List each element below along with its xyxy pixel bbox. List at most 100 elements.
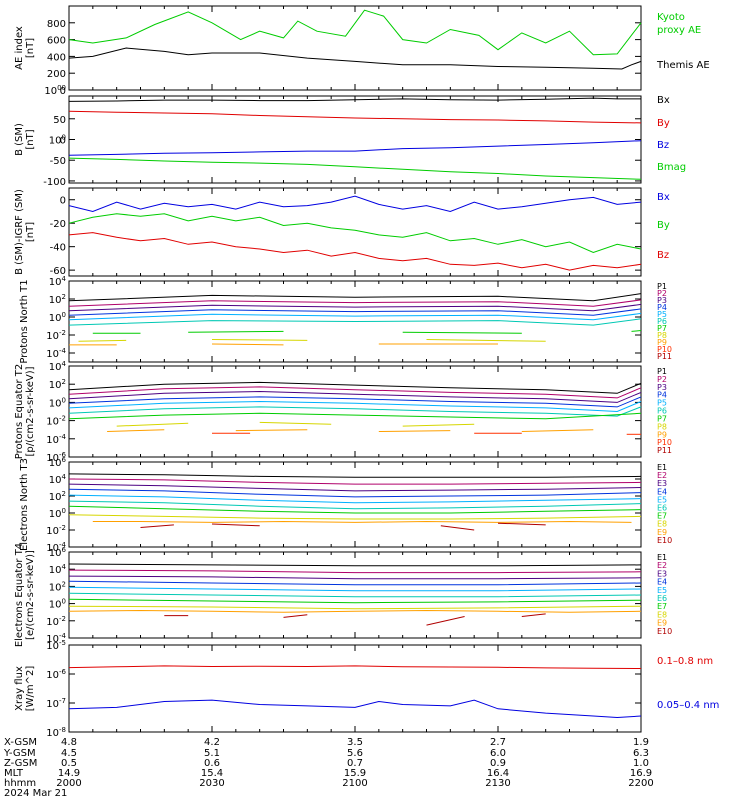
ephem-value: 0.6 (204, 758, 220, 769)
legend-label-P11: P11 (657, 352, 672, 361)
y-tick-label: 10-2 (46, 615, 66, 628)
y-tick-label: 104 (49, 563, 67, 576)
series-line-P1 (68, 293, 642, 302)
y-tick-label: 100 (49, 598, 66, 611)
y-tick-label: 100 (49, 311, 66, 324)
y-axis-unit: [nT] (25, 38, 36, 58)
series-line-P7 (188, 330, 284, 333)
series-line-Themis AE (68, 47, 642, 70)
ephem-value: 16.9 (630, 768, 652, 779)
ephem-value: 0.7 (347, 758, 363, 769)
ephem-value: 2000 (56, 778, 81, 789)
legend-label-E7: E7 (657, 512, 667, 521)
series-line-P7 (68, 412, 642, 420)
legend-label-E2: E2 (657, 471, 667, 480)
y-axis-label: Electrons North T3 (19, 458, 30, 551)
series-line-P4 (68, 396, 642, 408)
y-axis-label: B (SM) (14, 123, 25, 156)
legend-label-P11: P11 (657, 446, 672, 455)
ephem-value: 3.5 (347, 737, 363, 748)
series-line-0.05-0.4 nm (68, 699, 642, 719)
series-line-0.1-0.8 nm (68, 665, 642, 669)
y-axis-label: Electrons Equator T4 (14, 543, 25, 647)
series-line-E10 (521, 613, 546, 617)
legend-label-P1: P1 (657, 282, 667, 291)
panel-frame (68, 365, 642, 458)
ephem-value: 6.3 (633, 748, 649, 759)
y-tick-label: 200 (47, 69, 66, 80)
legend-label-E8: E8 (657, 610, 667, 619)
legend-label-P1: P1 (657, 367, 667, 376)
series-line-P5 (68, 400, 642, 413)
y-tick-label: 102 (49, 293, 66, 306)
series-line-Bx (68, 97, 641, 102)
legend-label-P10: P10 (657, 345, 672, 354)
series-line-E9 (92, 520, 632, 523)
series-line-E10 (426, 616, 465, 626)
y-tick-label: 102 (49, 580, 66, 593)
ephemeris-table: X-GSM 4.8 4.2 3.5 2.7 1.9 Y-GSM 4.5 5.1 5.6 6.0 6.3… (3, 737, 654, 799)
series-line-E2 (68, 569, 642, 574)
legend-label-E3: E3 (657, 479, 667, 488)
ephem-value: 4.5 (61, 748, 77, 759)
legend-label-Kyoto proxy AE: proxy AE (657, 25, 701, 36)
y-axis-label: B (SM)-IGRF (SM) (14, 189, 25, 275)
legend-label-E5: E5 (657, 586, 667, 595)
series-line-Bz (68, 232, 642, 271)
series-line-P2 (68, 386, 642, 399)
series-line-P4 (68, 308, 642, 316)
legend-label-P9: P9 (657, 430, 667, 439)
series-line-P3 (68, 303, 642, 312)
y-tick-label: 800 (47, 19, 66, 30)
series-line-E3 (68, 483, 642, 492)
series-line-E10 (140, 524, 174, 528)
legend-label-E10: E10 (657, 627, 672, 636)
ephem-value: 2200 (628, 778, 653, 789)
legend-label-E6: E6 (657, 594, 667, 603)
legend-label-P6: P6 (657, 407, 667, 416)
y-tick-label: -40 (50, 243, 66, 254)
y-tick-label: 10-4 (46, 433, 66, 446)
legend-label-E9: E9 (657, 619, 667, 628)
series-line-By (68, 213, 642, 254)
y-tick-label: -60 (50, 266, 66, 277)
series-line-By (68, 110, 642, 124)
legend-label-E5: E5 (657, 495, 667, 504)
y-tick-label: 10-7 (46, 697, 66, 710)
legend-label-P7: P7 (657, 414, 667, 423)
panel-frame (68, 5, 642, 91)
series-line-Bmag (68, 157, 642, 180)
y-tick-label: 104 (49, 360, 67, 373)
series-line-E10 (283, 614, 308, 618)
panel-frame (68, 644, 642, 733)
legend-label-E9: E9 (657, 528, 667, 537)
series-line-E9 (68, 609, 642, 613)
series-line-P7 (631, 330, 642, 332)
legend-label-P6: P6 (657, 317, 667, 326)
y-tick-label: 106 (49, 546, 67, 559)
ephem-value: 4.8 (61, 737, 77, 748)
legend-label-P5: P5 (657, 399, 667, 408)
legend-label-P2: P2 (657, 375, 667, 384)
series-line-P8 (402, 423, 475, 427)
legend-label-Bmag: Bmag (657, 162, 686, 173)
legend-label-Themis AE: Themis AE (656, 60, 710, 71)
series-line-P7 (402, 331, 522, 334)
y-tick-label: 0 (60, 136, 66, 147)
series-line-E2 (68, 478, 642, 485)
legend-label-Bx: Bx (657, 95, 670, 106)
ephem-value: 2130 (485, 778, 510, 789)
legend-label-By: By (657, 220, 670, 231)
legend-label-P9: P9 (657, 338, 667, 347)
ephem-value: 0.9 (490, 758, 506, 769)
series-line-P8 (426, 339, 546, 342)
legend-label-E3: E3 (657, 569, 667, 578)
y-axis-label: Xray flux (14, 666, 25, 711)
ephem-row-label: Y-GSM (3, 748, 36, 759)
ephem-value: 6.0 (490, 748, 506, 759)
y-tick-label: -100 (43, 177, 66, 188)
